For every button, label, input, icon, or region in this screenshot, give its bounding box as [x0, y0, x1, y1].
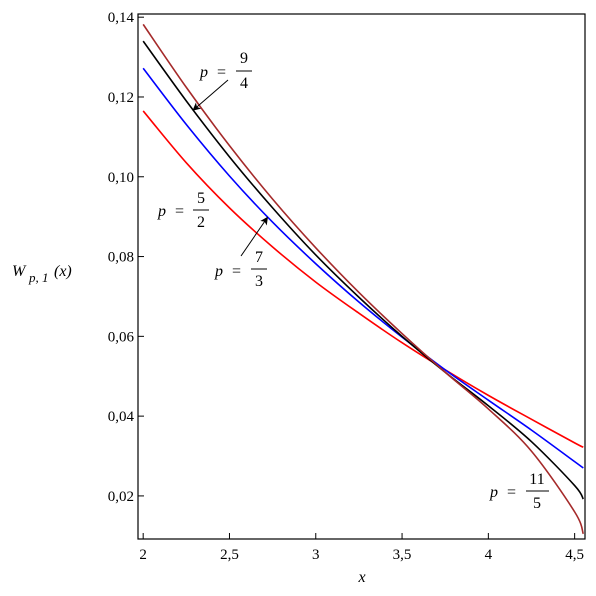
annotation-p-11-5-var: p	[489, 484, 498, 501]
series-line-p52	[142, 110, 584, 448]
annotation-p-7-3-var: p	[214, 263, 223, 280]
plot-frame	[137, 13, 586, 540]
annotation-p-11-5: p = 11 5	[489, 471, 549, 512]
x-tick-label: 4,5	[565, 547, 584, 563]
plot-border	[137, 13, 586, 540]
ticks-layer: 2 2,5 3 3,5 4 4,5 0,02 0,04 0,06 0,08 0,10 0,12 0,14	[108, 10, 584, 563]
annotation-p-11-5-eq: =	[507, 484, 516, 501]
y-tick-label: 0,08	[108, 250, 134, 266]
annotation-p-9-4-eq: =	[217, 64, 226, 81]
y-tick-label: 0,04	[108, 409, 135, 425]
annotation-p-7-3-denominator: 3	[255, 273, 263, 290]
annotation-p-11-5-denominator: 5	[533, 495, 541, 512]
annotation-p-5-2-var: p	[157, 203, 166, 220]
annotation-p-5-2-eq: =	[175, 203, 184, 220]
annotation-p-7-3-arrow	[240, 216, 268, 257]
y-tick-label: 0,02	[108, 489, 134, 505]
x-tick-label: 2,5	[220, 547, 239, 563]
annotation-p-5-2-denominator: 2	[197, 214, 205, 231]
series-line-p73	[142, 67, 584, 469]
annotation-p-9-4-denominator: 4	[240, 75, 248, 92]
annotation-p-7-3: p = 7 3	[214, 216, 268, 290]
annotation-p-9-4-var: p	[199, 64, 208, 81]
x-tick-label: 3	[312, 547, 320, 563]
annotation-p-7-3-numerator: 7	[255, 249, 263, 266]
y-tick-label: 0,14	[108, 10, 135, 26]
x-tick-label: 4	[485, 547, 493, 563]
curves-layer	[142, 23, 585, 535]
annotation-p-5-2-numerator: 5	[197, 190, 205, 207]
y-axis-label-main: W	[12, 263, 27, 280]
annotation-p-9-4: p = 9 4	[192, 50, 252, 111]
annotation-p-9-4-arrow	[192, 79, 229, 111]
y-tick-label: 0,10	[108, 170, 134, 186]
x-tick-label: 2	[139, 547, 147, 563]
y-axis-label-arg: (x)	[54, 263, 72, 280]
x-tick-label: 3,5	[393, 547, 412, 563]
x-axis-label: x	[357, 569, 365, 586]
annotation-p-7-3-eq: =	[232, 263, 241, 280]
y-tick-label: 0,12	[108, 90, 134, 106]
y-tick-label: 0,06	[108, 329, 135, 345]
annotation-p-5-2: p = 5 2	[157, 190, 209, 231]
series-line-p94	[142, 40, 584, 500]
series-line-p115	[142, 23, 585, 535]
y-axis-label-sub: p, 1	[28, 270, 49, 285]
annotation-p-9-4-numerator: 9	[240, 50, 248, 67]
annotation-p-11-5-numerator: 11	[529, 471, 544, 488]
y-axis-label: W p, 1 (x)	[12, 263, 72, 285]
